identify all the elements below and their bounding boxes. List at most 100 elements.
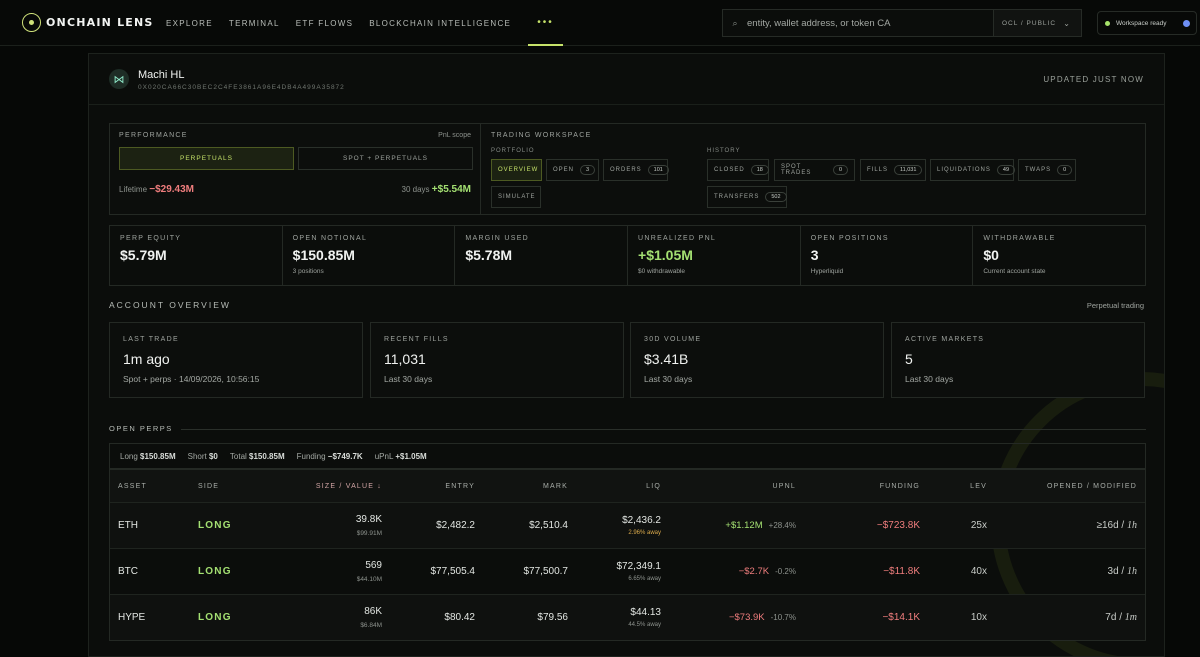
col-funding[interactable]: FUNDING <box>879 482 920 490</box>
nav-explore[interactable]: EXPLORE <box>166 18 213 28</box>
row-value: $44.10M <box>356 576 382 583</box>
metric-perp-equity: PERP EQUITY $5.79M <box>110 226 283 285</box>
tab-liquidations[interactable]: LIQUIDATIONS 49 <box>930 159 1016 181</box>
trading-workspace-title: TRADING WORKSPACE <box>491 132 592 139</box>
tab-twaps-label: TWAPS <box>1025 167 1052 173</box>
workspace-status[interactable]: Workspace ready <box>1097 11 1197 35</box>
tab-twaps[interactable]: TWAPS 0 <box>1018 159 1076 181</box>
metric-value: +$1.05M <box>638 247 693 263</box>
row-entry: $2,482.2 <box>436 520 475 531</box>
col-liq[interactable]: LIQ <box>646 482 661 490</box>
row-opened: ≥16d <box>1096 520 1119 531</box>
row-asset: BTC <box>118 566 138 577</box>
tab-overview[interactable]: OVERVIEW <box>491 159 542 181</box>
metric-label: UNREALIZED PNL <box>638 235 717 242</box>
stat-label: ACTIVE MARKETS <box>905 336 985 343</box>
tab-transfers-count: 502 <box>765 192 787 202</box>
wallet-address[interactable]: 0X020CA66C30BEC2C4FE3861A96E4DB4A499A358… <box>138 84 345 91</box>
col-asset[interactable]: ASSET <box>118 482 147 490</box>
summary-total-value: $150.85M <box>249 451 285 461</box>
stat-value: 1m ago <box>123 351 170 367</box>
nav-etf-flows[interactable]: ETF FLOWS <box>295 18 354 28</box>
metric-sub: Current account state <box>983 268 1046 275</box>
col-opened-modified[interactable]: OPENED / MODIFIED <box>1046 482 1137 490</box>
metric-unrealized-pnl: UNREALIZED PNL +$1.05M $0 withdrawable <box>628 226 801 285</box>
nav-terminal[interactable]: TERMINAL <box>228 18 280 28</box>
row-size: 86K <box>364 606 382 617</box>
tab-spot-trades-count: 0 <box>832 165 848 175</box>
col-size-value[interactable]: SIZE / VALUE ↓ <box>315 482 382 490</box>
summary-funding-label: Funding <box>296 451 326 461</box>
table-row[interactable]: BTC LONG 569 $44.10M $77,505.4 $77,500.7 … <box>110 548 1145 594</box>
thirty-day-pnl: 30 days +$5.54M <box>402 184 471 195</box>
stat-value: $3.41B <box>644 351 689 367</box>
nav-more-button[interactable]: ••• <box>528 0 563 46</box>
row-entry: $77,505.4 <box>430 566 476 577</box>
row-opened: 7d <box>1105 612 1117 623</box>
wallet-name: Machi HL <box>138 69 185 81</box>
stat-label: LAST TRADE <box>123 336 179 343</box>
col-upnl[interactable]: UPNL <box>772 482 796 490</box>
brand-logo[interactable]: ONCHAIN LENS <box>22 13 154 32</box>
lifetime-pnl: Lifetime −$29.43M <box>119 184 194 195</box>
account-overview-title: ACCOUNT OVERVIEW <box>109 300 231 310</box>
row-leverage: 10x <box>970 612 987 623</box>
row-liq: $72,349.1 <box>616 561 662 572</box>
row-liq: $2,436.2 <box>622 515 661 526</box>
row-opened: 3d <box>1107 566 1119 577</box>
tab-simulate[interactable]: SIMULATE <box>491 186 541 208</box>
metric-margin-used: MARGIN USED $5.78M <box>455 226 629 285</box>
pnl-scope-label: PnL scope <box>438 132 471 139</box>
row-mark: $2,510.4 <box>529 520 568 531</box>
open-perps-summary: Long $150.85M Short $0 Total $150.85M Fu… <box>109 443 1146 469</box>
search-input[interactable] <box>747 17 993 29</box>
header-divider <box>89 104 1164 105</box>
table-row[interactable]: HYPE LONG 86K $6.84M $80.42 $79.56 $44.13… <box>110 594 1145 640</box>
summary-funding-value: −$749.7K <box>327 451 363 461</box>
tab-closed[interactable]: CLOSED 18 <box>707 159 769 181</box>
row-leverage: 25x <box>970 520 987 531</box>
col-entry[interactable]: ENTRY <box>445 482 475 490</box>
tab-orders[interactable]: ORDERS 101 <box>603 159 669 181</box>
col-mark[interactable]: MARK <box>542 482 568 490</box>
col-side[interactable]: SIDE <box>198 482 220 490</box>
tab-closed-count: 18 <box>750 165 769 175</box>
row-upnl: −$73.9K <box>728 612 765 623</box>
summary-funding: Funding −$749.7K <box>297 452 363 461</box>
search-scope-select[interactable]: OCL / PUBLIC ⌄ <box>993 10 1081 36</box>
wallet-avatar-icon: ⋈ <box>109 69 129 89</box>
toggle-perpetuals[interactable]: PERPETUALS <box>119 147 294 170</box>
stat-value: 11,031 <box>384 351 426 367</box>
row-asset: ETH <box>118 520 138 531</box>
tab-spot-trades[interactable]: SPOT TRADES 0 <box>774 159 855 181</box>
summary-short-label: Short <box>187 451 207 461</box>
metric-value: $5.78M <box>465 247 513 263</box>
metric-label: OPEN NOTIONAL <box>292 235 368 242</box>
tab-transfers[interactable]: TRANSFERS 502 <box>707 186 787 208</box>
row-side: LONG <box>198 520 232 531</box>
metrics-row: PERP EQUITY $5.79M OPEN NOTIONAL $150.85… <box>109 225 1146 286</box>
summary-long: Long $150.85M <box>120 452 176 461</box>
toggle-spot-perpetuals[interactable]: SPOT + PERPETUALS <box>298 147 473 170</box>
row-side: LONG <box>198 566 232 577</box>
metric-value: $0 <box>983 247 999 263</box>
tab-transfers-label: TRANSFERS <box>714 194 760 200</box>
history-label: HISTORY <box>707 148 741 154</box>
metric-open-positions: OPEN POSITIONS 3 Hyperliquid <box>801 226 974 285</box>
col-lev[interactable]: LEV <box>970 482 987 490</box>
metric-sub: Hyperliquid <box>810 268 844 275</box>
row-upnl-pct: -0.2% <box>775 567 796 576</box>
portfolio-label: PORTFOLIO <box>491 148 535 154</box>
nav-blockchain-intelligence[interactable]: BLOCKCHAIN INTELLIGENCE <box>369 18 512 28</box>
tab-open[interactable]: OPEN 3 <box>546 159 599 181</box>
top-bar: ONCHAIN LENS EXPLORE TERMINAL ETF FLOWS … <box>0 0 1200 46</box>
table-row[interactable]: ETH LONG 39.8K $99.91M $2,482.2 $2,510.4 … <box>110 502 1145 548</box>
performance-card: PERFORMANCE PnL scope PERPETUALS SPOT + … <box>109 123 481 215</box>
metric-label: MARGIN USED <box>465 235 530 242</box>
metric-label: WITHDRAWABLE <box>983 235 1056 242</box>
row-funding: −$14.1K <box>882 612 920 623</box>
tab-spot-trades-label: SPOT TRADES <box>781 164 812 176</box>
summary-short-value: $0 <box>208 451 218 461</box>
tab-fills[interactable]: FILLS 11,031 <box>860 159 926 181</box>
stat-sub: Last 30 days <box>905 374 954 384</box>
